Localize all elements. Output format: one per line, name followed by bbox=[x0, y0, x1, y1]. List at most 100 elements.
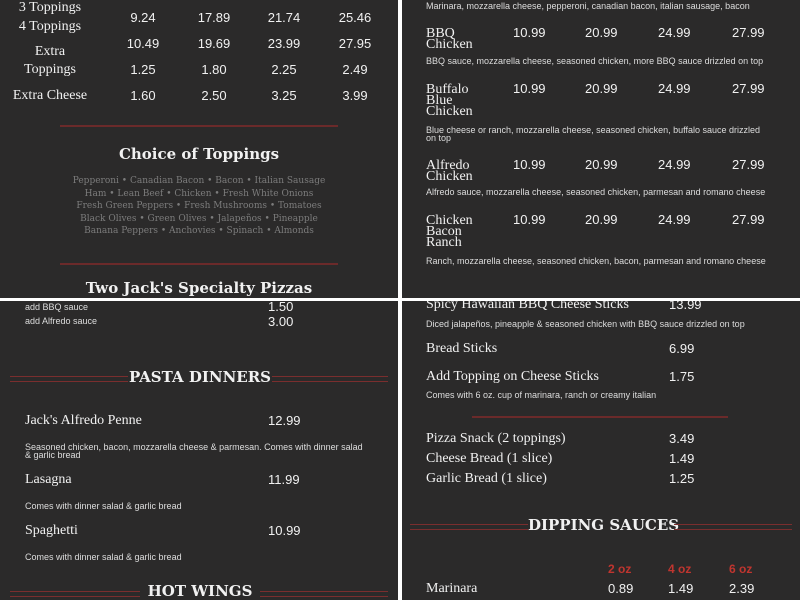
divider bbox=[272, 376, 388, 382]
price: 24.99 bbox=[658, 81, 691, 96]
price: 10.99 bbox=[513, 81, 546, 96]
panel-pizza-prices: 3 Toppings 4 Toppings 9.24 17.89 21.74 2… bbox=[0, 0, 398, 298]
panel-specialty-pizzas: Marinara, mozzarella cheese, pepperoni, … bbox=[402, 0, 800, 298]
item-name: Cheese Bread (1 slice) bbox=[426, 451, 553, 466]
price: 1.80 bbox=[201, 62, 227, 77]
toppings-line: Fresh Green Peppers • Fresh Mushrooms • … bbox=[76, 201, 322, 211]
section-title: PASTA DINNERS bbox=[128, 368, 272, 386]
item-description: Blue cheese or ranch, mozzarella cheese,… bbox=[426, 125, 761, 143]
price: 10.99 bbox=[268, 523, 301, 538]
item-name: BBQ Chicken bbox=[426, 26, 473, 52]
row-label: Toppings bbox=[24, 62, 76, 77]
item-name: Lasagna bbox=[25, 472, 72, 487]
section-title: HOT WINGS bbox=[147, 582, 253, 600]
toppings-line: Black Olives • Green Olives • Jalapeños … bbox=[80, 214, 318, 224]
item-name: Marinara bbox=[426, 581, 478, 596]
price: 24.99 bbox=[658, 157, 691, 172]
price: 10.99 bbox=[513, 157, 546, 172]
price: 19.69 bbox=[197, 36, 231, 51]
item-description: Diced jalapeños, pineapple & seasoned ch… bbox=[426, 319, 745, 329]
panel-pasta: add BBQ sauce 1.50 add Alfredo sauce 3.0… bbox=[0, 301, 398, 600]
price: 1.60 bbox=[130, 88, 156, 103]
price: 3.49 bbox=[669, 431, 695, 446]
item-description: BBQ sauce, mozzarella cheese, seasoned c… bbox=[426, 56, 764, 66]
item-description: Ranch, mozzarella cheese, seasoned chick… bbox=[426, 256, 766, 266]
addon-price: 1.50 bbox=[268, 301, 294, 314]
row-label: 4 Toppings bbox=[18, 19, 82, 34]
item-name: Bread Sticks bbox=[426, 341, 498, 356]
item-name: Add Topping on Cheese Sticks bbox=[426, 369, 599, 384]
price: 20.99 bbox=[585, 81, 618, 96]
addon-price: 3.00 bbox=[268, 314, 294, 329]
item-name: Spaghetti bbox=[25, 523, 78, 538]
item-description: Seasoned chicken, bacon, mozzarella chee… bbox=[25, 442, 363, 460]
price: 2.25 bbox=[271, 62, 297, 77]
price: 1.75 bbox=[669, 369, 695, 384]
item-name: Garlic Bread (1 slice) bbox=[426, 471, 547, 486]
price: 1.25 bbox=[130, 62, 156, 77]
item-name: Pizza Snack (2 toppings) bbox=[426, 431, 566, 446]
price: 20.99 bbox=[585, 25, 618, 40]
price: 3.25 bbox=[271, 88, 297, 103]
price: 1.25 bbox=[669, 471, 695, 486]
price: 27.95 bbox=[338, 36, 372, 51]
row-label: Extra bbox=[34, 44, 66, 59]
toppings-line: Pepperoni • Canadian Bacon • Bacon • Ita… bbox=[72, 176, 326, 186]
size-header: 6 oz bbox=[729, 562, 753, 576]
row-label: 3 Toppings bbox=[18, 0, 82, 15]
price: 2.49 bbox=[342, 62, 368, 77]
item-name: Buffalo Blue Chicken bbox=[426, 82, 473, 119]
divider bbox=[10, 591, 140, 597]
price: 13.99 bbox=[669, 301, 702, 312]
price: 9.24 bbox=[130, 10, 156, 25]
price: 27.99 bbox=[732, 157, 765, 172]
divider bbox=[472, 416, 728, 418]
price: 27.99 bbox=[732, 212, 765, 227]
price: 20.99 bbox=[585, 212, 618, 227]
section-title: DIPPING SAUCES bbox=[528, 516, 680, 534]
price: 27.99 bbox=[732, 25, 765, 40]
item-description: Comes with dinner salad & garlic bread bbox=[25, 552, 182, 562]
price: 2.50 bbox=[201, 88, 227, 103]
divider bbox=[10, 376, 128, 382]
price: 27.99 bbox=[732, 81, 765, 96]
size-header: 4 oz bbox=[668, 562, 692, 576]
addon-name: add Alfredo sauce bbox=[25, 316, 98, 326]
item-description: Alfredo sauce, mozzarella cheese, season… bbox=[426, 187, 766, 197]
item-description: Comes with dinner salad & garlic bread bbox=[25, 501, 182, 511]
price: 24.99 bbox=[658, 25, 691, 40]
price: 24.99 bbox=[658, 212, 691, 227]
price: 2.39 bbox=[729, 581, 755, 596]
toppings-title: Choice of Toppings bbox=[118, 145, 280, 163]
price: 1.49 bbox=[668, 581, 694, 596]
addon-name: add BBQ sauce bbox=[25, 302, 89, 312]
price: 0.89 bbox=[608, 581, 634, 596]
item-description: Marinara, mozzarella cheese, pepperoni, … bbox=[426, 1, 750, 11]
price: 23.99 bbox=[267, 36, 301, 51]
price: 6.99 bbox=[669, 341, 695, 356]
price: 10.99 bbox=[513, 212, 546, 227]
item-name: Chicken Bacon Ranch bbox=[426, 213, 473, 250]
panel-sides: Spicy Hawaiian BBQ Cheese Sticks 13.99 D… bbox=[402, 301, 800, 600]
row-label: Extra Cheese bbox=[12, 88, 88, 103]
price: 11.99 bbox=[268, 472, 300, 487]
item-name: Alfredo Chicken bbox=[426, 158, 473, 184]
price: 10.99 bbox=[513, 25, 546, 40]
price: 17.89 bbox=[197, 10, 231, 25]
price: 20.99 bbox=[585, 157, 618, 172]
specialty-title: Two Jack's Specialty Pizzas bbox=[85, 279, 313, 297]
divider bbox=[674, 524, 792, 530]
item-name: Jack's Alfredo Penne bbox=[25, 413, 142, 428]
price: 1.49 bbox=[669, 451, 695, 466]
price: 25.46 bbox=[338, 10, 372, 25]
divider bbox=[260, 591, 388, 597]
price: 12.99 bbox=[268, 413, 301, 428]
size-header: 2 oz bbox=[608, 562, 632, 576]
price: 10.49 bbox=[126, 36, 160, 51]
toppings-line: Ham • Lean Beef • Chicken • Fresh White … bbox=[84, 189, 314, 199]
divider bbox=[410, 524, 528, 530]
price: 3.99 bbox=[342, 88, 368, 103]
item-description: Comes with 6 oz. cup of marinara, ranch … bbox=[426, 390, 657, 400]
divider bbox=[60, 263, 338, 265]
price: 21.74 bbox=[267, 10, 301, 25]
